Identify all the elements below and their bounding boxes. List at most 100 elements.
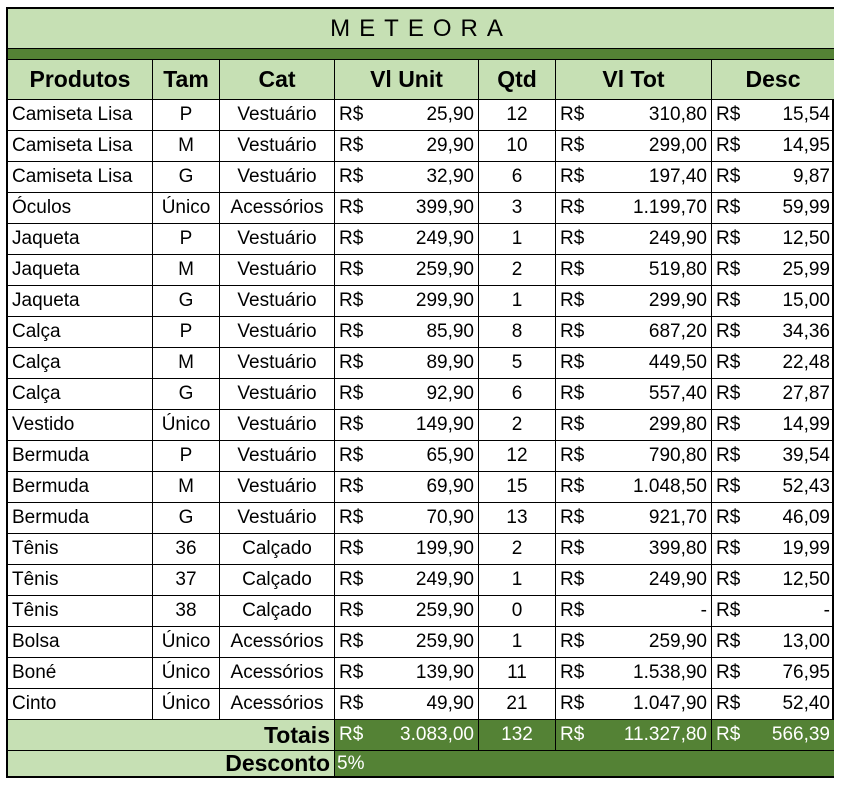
table-cell: Vestuário: [220, 379, 335, 410]
currency-cell: R$ 34,36: [712, 317, 834, 348]
amount: 46,09: [782, 507, 830, 528]
column-header: Vl Tot: [556, 60, 712, 100]
column-header: Desc: [712, 60, 834, 100]
currency-cell: R$ 519,80: [556, 255, 712, 286]
currency-cell: R$ 790,80: [556, 441, 712, 472]
currency-symbol: R$: [716, 321, 741, 342]
currency-symbol: R$: [339, 569, 364, 590]
table-cell: M: [153, 131, 220, 162]
currency-symbol: R$: [716, 135, 741, 156]
table-cell: 0: [479, 596, 556, 627]
currency-cell: R$ 14,95: [712, 131, 834, 162]
amount: 9,87: [793, 166, 830, 187]
currency-symbol: R$: [716, 383, 741, 404]
table-cell: 6: [479, 379, 556, 410]
table-cell: 15: [479, 472, 556, 503]
amount: 259,90: [415, 631, 474, 652]
currency-cell: R$ 49,90: [335, 689, 479, 720]
currency-cell: R$ 15,54: [712, 100, 834, 131]
currency-cell: R$ 921,70: [556, 503, 712, 534]
currency-symbol: R$: [716, 445, 741, 466]
amount: 399,80: [648, 538, 707, 559]
currency-symbol: R$: [716, 569, 741, 590]
currency-cell: R$ 1.047,90: [556, 689, 712, 720]
table-cell: Jaqueta: [8, 255, 153, 286]
currency-symbol: R$: [339, 724, 364, 745]
table-cell: Bermuda: [8, 503, 153, 534]
currency-symbol: R$: [339, 197, 364, 218]
currency-cell: R$ 299,80: [556, 410, 712, 441]
table-cell: Óculos: [8, 193, 153, 224]
currency-cell: R$ 197,40: [556, 162, 712, 193]
amount: 449,50: [648, 352, 707, 373]
amount: 259,90: [415, 259, 474, 280]
amount: 25,99: [782, 259, 830, 280]
amount: 197,40: [648, 166, 707, 187]
amount: 85,90: [426, 321, 474, 342]
currency-symbol: R$: [339, 228, 364, 249]
table-cell: 12: [479, 441, 556, 472]
currency-symbol: R$: [560, 662, 585, 683]
currency-cell: R$ 149,90: [335, 410, 479, 441]
amount: 299,00: [648, 135, 707, 156]
amount: 14,95: [782, 135, 830, 156]
amount: -: [700, 600, 707, 621]
currency-symbol: R$: [560, 104, 585, 125]
currency-cell: R$ 249,90: [335, 565, 479, 596]
currency-cell: R$ 22,48: [712, 348, 834, 379]
table-cell: P: [153, 441, 220, 472]
currency-symbol: R$: [339, 321, 364, 342]
table-cell: Calçado: [220, 565, 335, 596]
table-cell: 1: [479, 224, 556, 255]
amount: 519,80: [648, 259, 707, 280]
currency-symbol: R$: [560, 259, 585, 280]
currency-symbol: R$: [716, 631, 741, 652]
amount: 19,99: [782, 538, 830, 559]
table-cell: Jaqueta: [8, 286, 153, 317]
amount: 15,54: [782, 104, 830, 125]
amount: 29,90: [426, 135, 474, 156]
currency-symbol: R$: [716, 228, 741, 249]
currency-symbol: R$: [560, 507, 585, 528]
currency-symbol: R$: [339, 693, 364, 714]
currency-cell: R$ 46,09: [712, 503, 834, 534]
currency-symbol: R$: [560, 383, 585, 404]
currency-symbol: R$: [560, 290, 585, 311]
table-cell: Calça: [8, 348, 153, 379]
amount: 249,90: [648, 228, 707, 249]
currency-symbol: R$: [339, 476, 364, 497]
amount: 65,90: [426, 445, 474, 466]
table-cell: P: [153, 224, 220, 255]
column-header: Qtd: [479, 60, 556, 100]
amount: 52,43: [782, 476, 830, 497]
table-cell: 21: [479, 689, 556, 720]
amount: 399,90: [415, 197, 474, 218]
amount: 25,90: [426, 104, 474, 125]
amount: 76,95: [782, 662, 830, 683]
currency-cell: R$ 557,40: [556, 379, 712, 410]
table-cell: G: [153, 503, 220, 534]
column-header: Vl Unit: [335, 60, 479, 100]
currency-cell: R$ 139,90: [335, 658, 479, 689]
currency-cell: R$ 12,50: [712, 224, 834, 255]
amount: 59,99: [782, 197, 830, 218]
currency-symbol: R$: [560, 135, 585, 156]
currency-symbol: R$: [716, 507, 741, 528]
table-cell: Vestuário: [220, 162, 335, 193]
currency-cell: R$ 76,95: [712, 658, 834, 689]
amount: 566,39: [771, 724, 830, 745]
currency-cell: R$ 249,90: [556, 565, 712, 596]
currency-symbol: R$: [560, 600, 585, 621]
amount: 249,90: [415, 228, 474, 249]
currency-cell: R$ 85,90: [335, 317, 479, 348]
amount: 299,80: [648, 414, 707, 435]
currency-cell: R$ 399,80: [556, 534, 712, 565]
currency-symbol: R$: [716, 290, 741, 311]
table-cell: P: [153, 317, 220, 348]
currency-cell: R$ -: [556, 596, 712, 627]
amount: 70,90: [426, 507, 474, 528]
currency-symbol: R$: [560, 166, 585, 187]
currency-symbol: R$: [716, 414, 741, 435]
currency-symbol: R$: [339, 259, 364, 280]
column-header: Cat: [220, 60, 335, 100]
